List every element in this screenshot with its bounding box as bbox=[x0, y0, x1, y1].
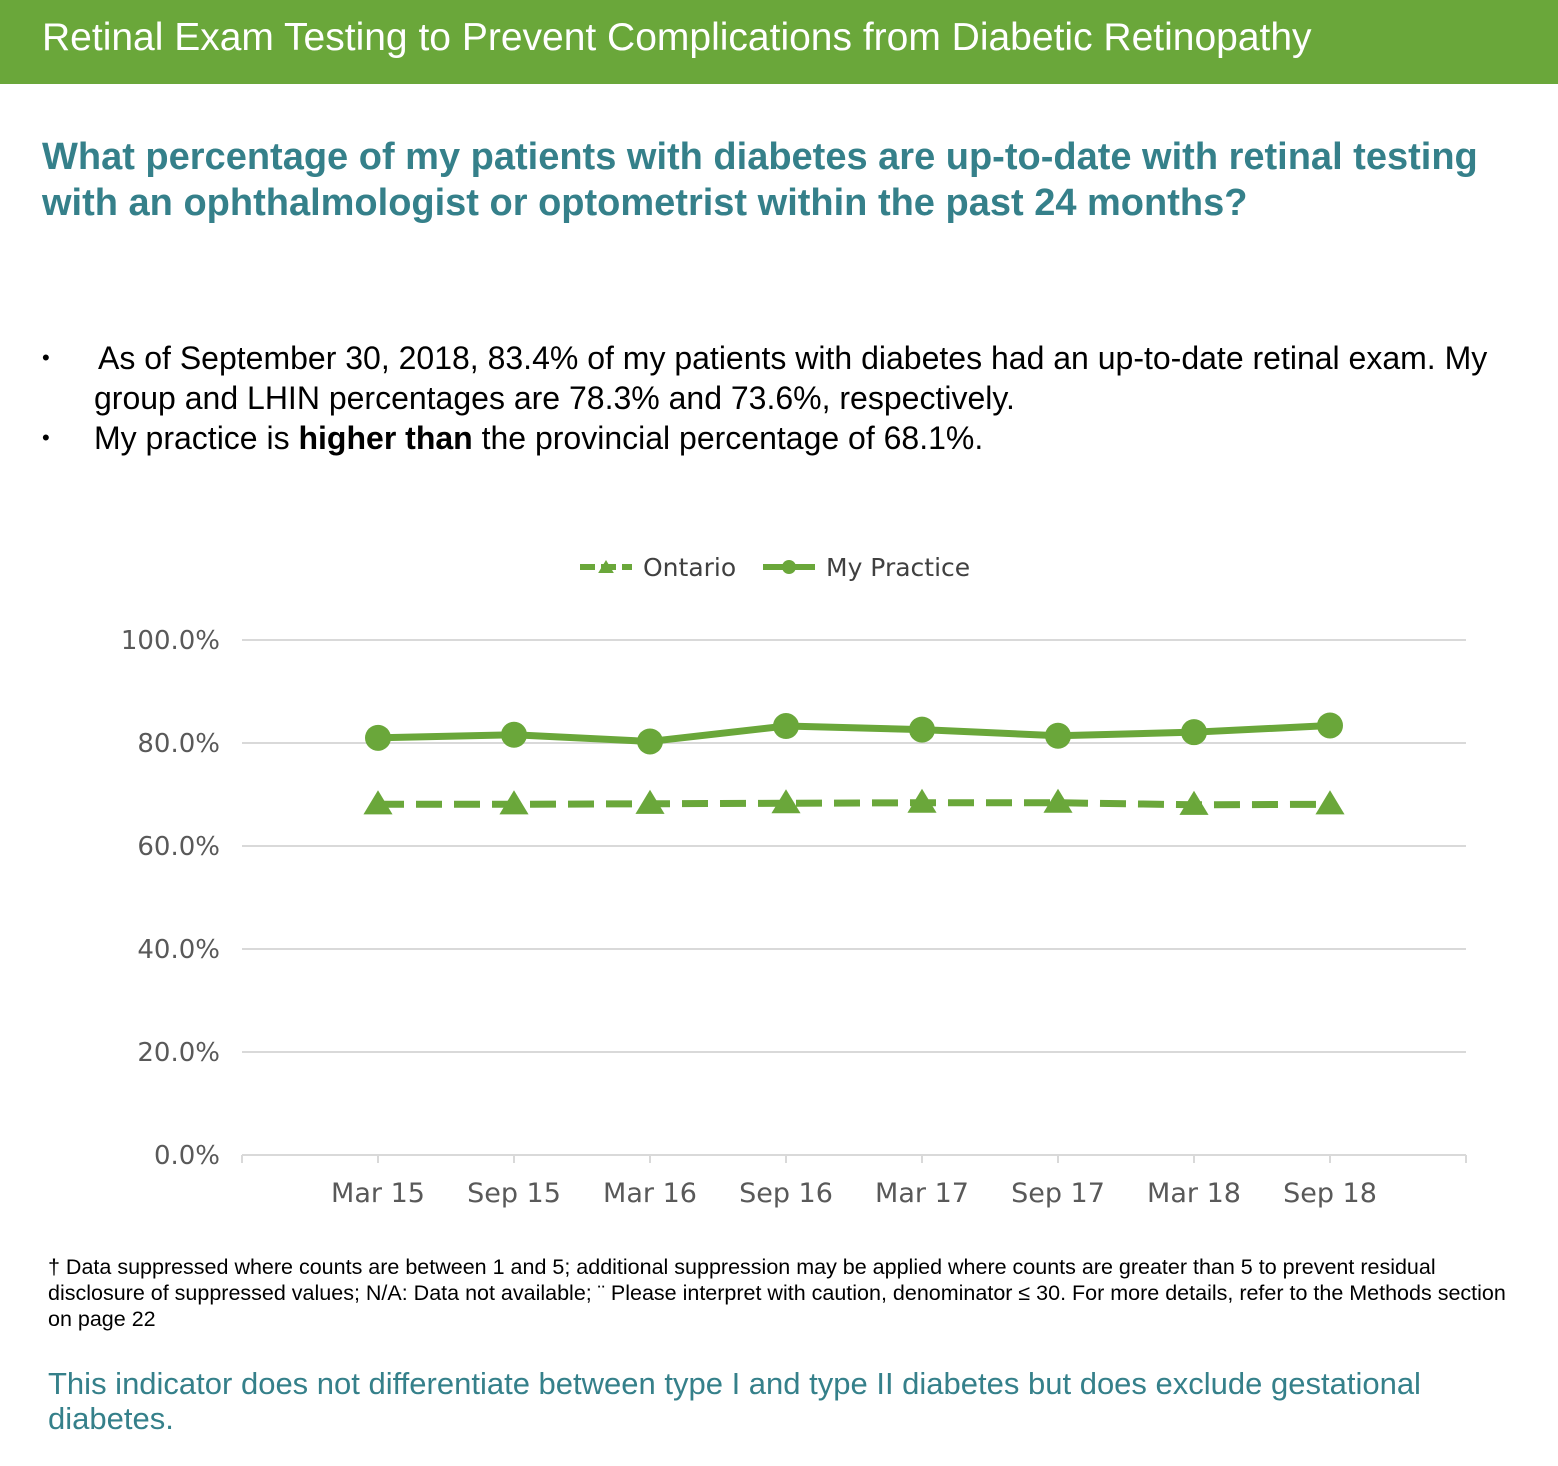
bullet-text-bold: higher than bbox=[298, 420, 473, 456]
header-banner: Retinal Exam Testing to Prevent Complica… bbox=[0, 0, 1558, 84]
indicator-question: What percentage of my patients with diab… bbox=[42, 136, 1478, 224]
y-tick-label: 60.0% bbox=[137, 832, 220, 862]
x-axis: Mar 15 Sep 15 Mar 16 Sep 16 Mar 17 Sep 17 Mar … bbox=[241, 1154, 1467, 1209]
series-layer bbox=[363, 712, 1345, 815]
data-point bbox=[1045, 722, 1071, 749]
data-point bbox=[907, 788, 937, 813]
data-point bbox=[1181, 719, 1207, 746]
data-point bbox=[365, 724, 391, 751]
x-tick-label: Sep 18 bbox=[1283, 1178, 1377, 1209]
bullet-dot-icon: • bbox=[42, 425, 50, 450]
legend-item: My Practice bbox=[763, 553, 970, 582]
bullet-text-post: the provincial percentage of 68.1%. bbox=[472, 420, 984, 456]
data-point bbox=[363, 790, 393, 815]
legend-label: Ontario bbox=[643, 553, 736, 582]
bullet-text-pre: My practice is bbox=[94, 420, 299, 456]
y-tick-label: 100.0% bbox=[121, 626, 220, 656]
legend: Ontario My Practice bbox=[580, 553, 970, 582]
series-my-practice bbox=[365, 712, 1343, 755]
page-title: Retinal Exam Testing to Prevent Complica… bbox=[42, 16, 1312, 59]
legend-label: My Practice bbox=[826, 553, 970, 582]
suppression-footnote: † Data suppressed where counts are betwe… bbox=[48, 1255, 1506, 1331]
x-tick-label: Mar 16 bbox=[603, 1178, 697, 1209]
data-point bbox=[501, 721, 527, 748]
x-tick-label: Sep 16 bbox=[739, 1178, 833, 1209]
y-tick-label: 40.0% bbox=[137, 935, 220, 965]
y-tick-label: 20.0% bbox=[137, 1038, 220, 1068]
grid-lines bbox=[242, 639, 1466, 1053]
data-point bbox=[771, 789, 801, 814]
bullet-text: As of September 30, 2018, 83.4% of my pa… bbox=[94, 340, 1488, 416]
data-point bbox=[637, 728, 663, 755]
bullet-item: • As of September 30, 2018, 83.4% of my … bbox=[40, 338, 1520, 418]
bullet-item: • My practice is higher than the provinc… bbox=[40, 418, 1520, 458]
data-point bbox=[909, 716, 935, 743]
data-point bbox=[1043, 788, 1073, 813]
y-tick-label: 80.0% bbox=[137, 729, 220, 759]
series-ontario bbox=[363, 788, 1345, 815]
x-tick-label: Sep 15 bbox=[467, 1178, 561, 1209]
summary-bullets: • As of September 30, 2018, 83.4% of my … bbox=[40, 338, 1520, 458]
x-tick-label: Sep 17 bbox=[1011, 1178, 1105, 1209]
series-line bbox=[378, 799, 1331, 809]
retinal-exam-line-chart: 0.0% 20.0% 40.0% 60.0% 80.0% 100.0% Mar 15 Sep… bbox=[121, 553, 1467, 1209]
data-point bbox=[499, 790, 529, 815]
indicator-note: This indicator does not differentiate be… bbox=[48, 1366, 1421, 1436]
y-axis-ticks: 0.0% 20.0% 40.0% 60.0% 80.0% 100.0% bbox=[121, 626, 220, 1171]
data-point bbox=[1179, 790, 1209, 815]
legend-triangle-icon bbox=[598, 560, 614, 573]
legend-item: Ontario bbox=[580, 553, 736, 582]
bullet-dot-icon: • bbox=[42, 345, 50, 370]
x-tick-label: Mar 15 bbox=[331, 1178, 425, 1209]
data-point bbox=[1315, 790, 1345, 815]
series-line bbox=[377, 721, 1331, 745]
data-point bbox=[773, 713, 799, 740]
x-tick-label: Mar 17 bbox=[875, 1178, 969, 1209]
legend-circle-icon bbox=[782, 560, 796, 574]
data-point bbox=[1317, 712, 1343, 739]
y-tick-label: 0.0% bbox=[154, 1141, 220, 1171]
x-tick-label: Mar 18 bbox=[1147, 1178, 1241, 1209]
data-point bbox=[635, 789, 665, 814]
